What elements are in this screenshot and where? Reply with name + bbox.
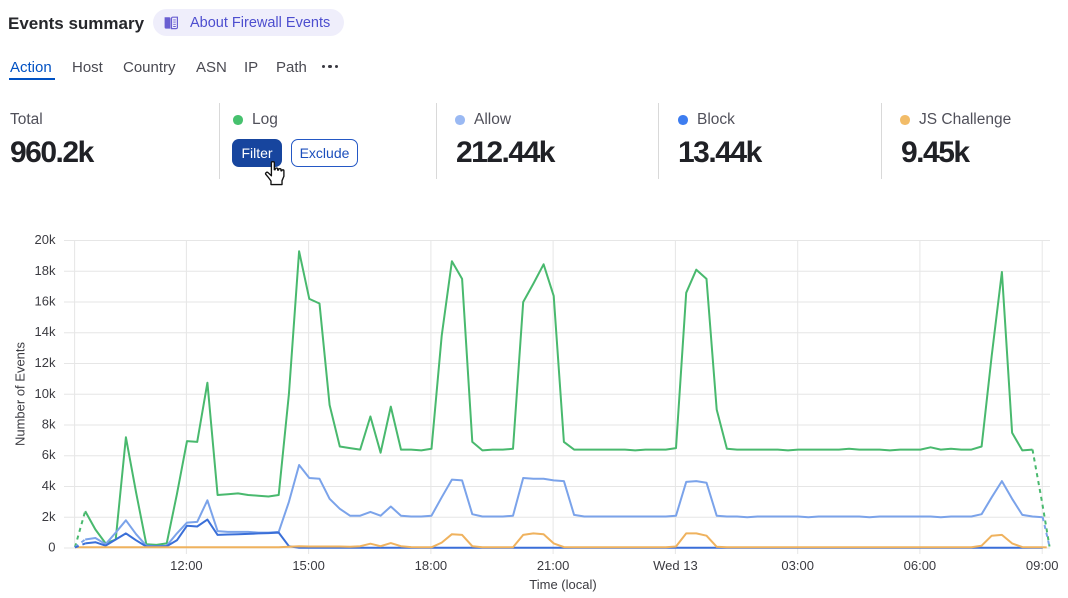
svg-text:03:00: 03:00 <box>781 558 814 573</box>
svg-text:6k: 6k <box>42 447 56 462</box>
svg-text:06:00: 06:00 <box>904 558 937 573</box>
svg-text:12:00: 12:00 <box>170 558 203 573</box>
svg-text:21:00: 21:00 <box>537 558 570 573</box>
svg-text:12k: 12k <box>35 355 56 370</box>
svg-text:2k: 2k <box>42 509 56 524</box>
svg-text:16k: 16k <box>35 294 56 309</box>
svg-text:10k: 10k <box>35 386 56 401</box>
svg-text:8k: 8k <box>42 417 56 432</box>
svg-text:4k: 4k <box>42 478 56 493</box>
svg-text:Number of Events: Number of Events <box>13 341 28 446</box>
svg-text:14k: 14k <box>35 324 56 339</box>
svg-text:Wed 13: Wed 13 <box>653 558 698 573</box>
svg-text:0: 0 <box>48 540 55 555</box>
svg-text:20k: 20k <box>35 232 56 247</box>
svg-text:15:00: 15:00 <box>292 558 325 573</box>
svg-text:18:00: 18:00 <box>415 558 448 573</box>
svg-text:18k: 18k <box>35 263 56 278</box>
svg-text:09:00: 09:00 <box>1026 558 1059 573</box>
svg-text:Time (local): Time (local) <box>529 577 596 592</box>
